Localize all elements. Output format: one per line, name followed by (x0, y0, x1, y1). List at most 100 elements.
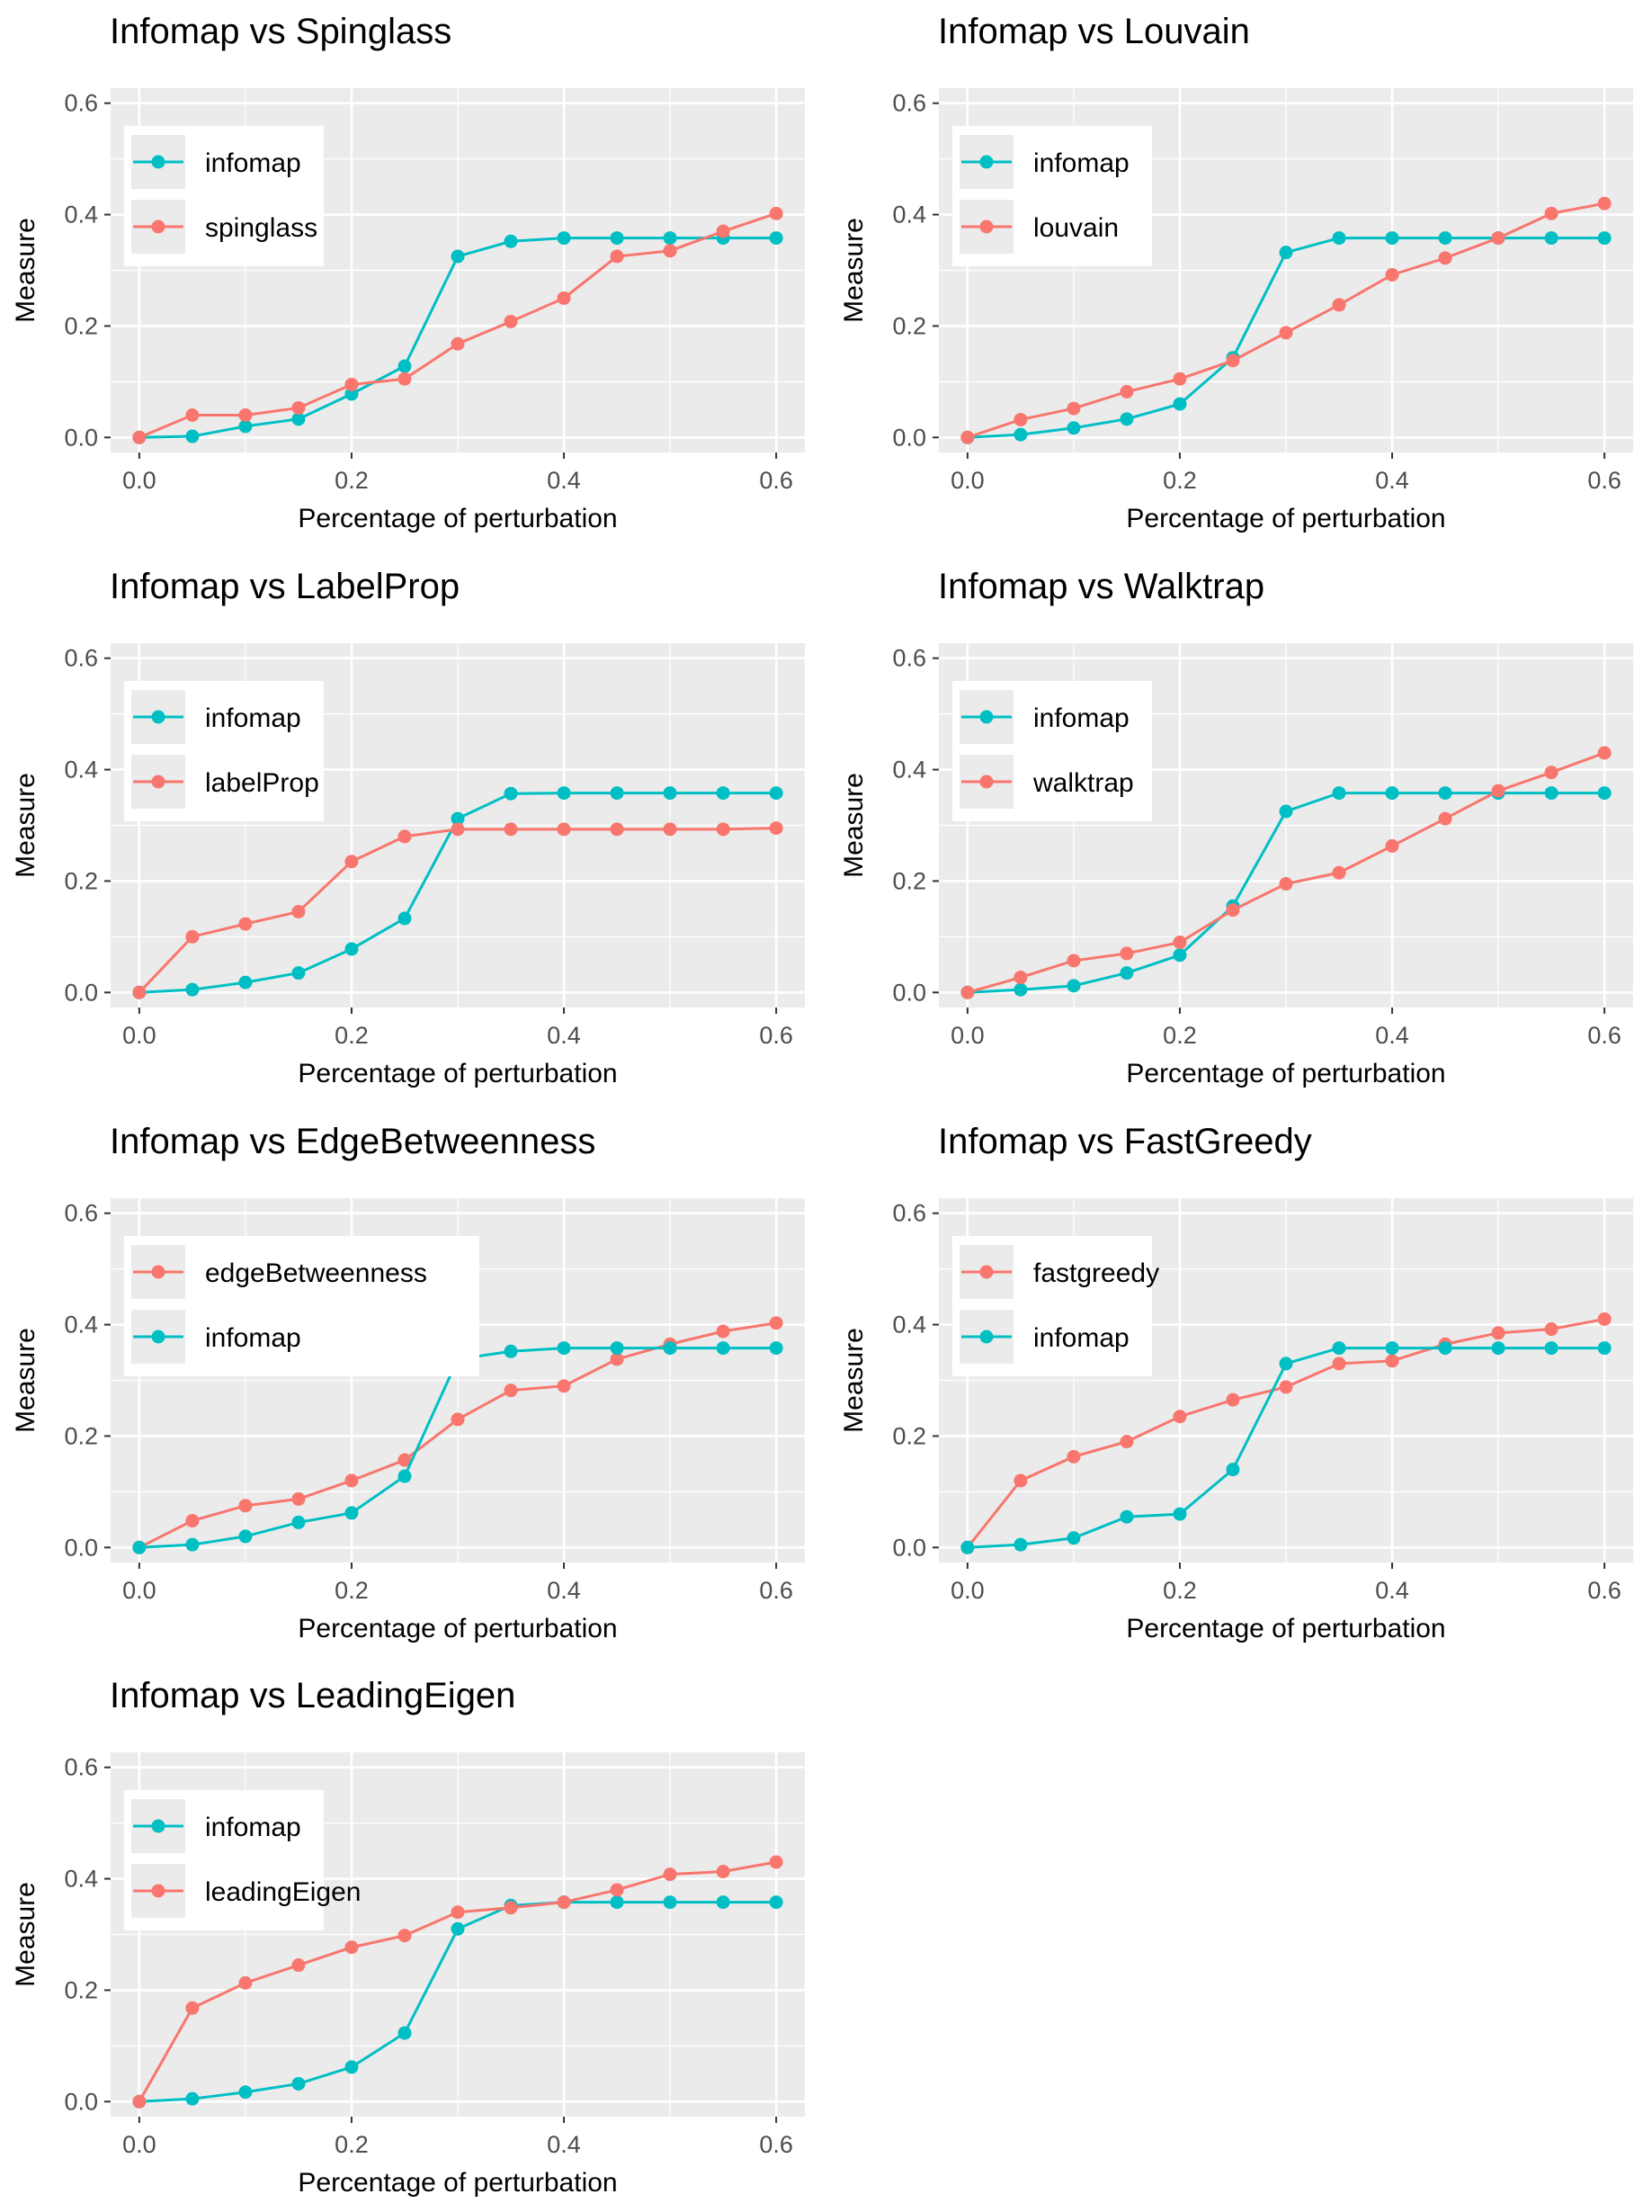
data-point-infomap (238, 419, 253, 434)
legend: fastgreedy infomap (952, 1236, 1159, 1376)
data-point-walktrap (1385, 838, 1399, 853)
legend-label: infomap (1033, 703, 1130, 733)
y-tick-label: 0.4 (892, 757, 926, 784)
x-tick-label: 0.0 (951, 1022, 985, 1049)
chart-title: Infomap vs Louvain (938, 12, 1250, 51)
y-axis-label: Measure (11, 218, 40, 323)
data-point-louvain (1226, 354, 1240, 368)
x-axis-label: Percentage of perturbation (298, 1614, 617, 1643)
chart-title: Infomap vs EdgeBetweenness (110, 1122, 595, 1161)
data-point-spinglass (132, 430, 147, 444)
x-axis-label: Percentage of perturbation (298, 2168, 617, 2198)
data-point-infomap (663, 231, 677, 246)
legend-label: louvain (1033, 213, 1119, 243)
data-point-walktrap (1438, 811, 1452, 826)
data-point-fastgreedy (1067, 1449, 1081, 1464)
data-point-edgeBetweenness (238, 1499, 253, 1513)
data-point-infomap (291, 966, 306, 981)
series-leadingEigen (132, 1855, 783, 2109)
y-tick-label: 0.6 (64, 90, 98, 117)
data-point-fastgreedy (1120, 1435, 1134, 1449)
data-point-infomap (504, 234, 518, 248)
x-tick-label: 0.6 (1587, 1022, 1621, 1049)
legend-label: spinglass (205, 213, 317, 243)
data-point-infomap (451, 249, 465, 264)
y-tick-label: 0.2 (892, 312, 926, 339)
y-tick-label: 0.2 (64, 312, 98, 339)
data-point-fastgreedy (1385, 1354, 1399, 1368)
data-point-infomap (557, 231, 571, 246)
data-point-infomap (238, 975, 253, 990)
x-tick-label: 0.6 (759, 467, 793, 494)
data-point-fastgreedy (1544, 1322, 1558, 1337)
data-point-leadingEigen (344, 1940, 359, 1955)
x-tick-label: 0.4 (1375, 1022, 1409, 1049)
legend-label: labelProp (205, 768, 319, 798)
y-tick-label: 0.0 (64, 1534, 98, 1561)
data-point-infomap (344, 2060, 359, 2074)
x-tick-label: 0.2 (1163, 1577, 1197, 1604)
data-point-labelProp (291, 904, 306, 918)
data-point-infomap (610, 1895, 624, 1910)
data-point-infomap (1279, 246, 1293, 260)
x-tick-label: 0.6 (759, 2131, 793, 2158)
data-point-infomap (1120, 412, 1134, 426)
data-point-infomap (1014, 1537, 1028, 1552)
data-point-louvain (1014, 412, 1028, 426)
legend-label: infomap (205, 1323, 301, 1353)
data-point-spinglass (291, 400, 306, 415)
chart-panel-1: Infomap vs Spinglass 0.0 0.2 0.4 0.6 0.0 0.2 0.… (11, 12, 805, 533)
data-point-leadingEigen (769, 1855, 783, 1869)
y-axis-label: Measure (839, 773, 869, 878)
data-point-edgeBetweenness (504, 1384, 518, 1398)
data-point-spinglass (769, 206, 783, 220)
data-point-leadingEigen (504, 1901, 518, 1915)
y-tick-label: 0.2 (892, 1422, 926, 1449)
data-point-infomap (1438, 786, 1452, 801)
data-point-leadingEigen (610, 1883, 624, 1897)
data-point-infomap (1544, 231, 1558, 246)
data-point-spinglass (185, 408, 200, 423)
data-point-spinglass (610, 249, 624, 264)
y-tick-label: 0.6 (64, 1754, 98, 1781)
data-point-fastgreedy (1279, 1380, 1293, 1394)
x-tick-label: 0.6 (759, 1022, 793, 1049)
data-point-infomap (1544, 786, 1558, 801)
data-point-edgeBetweenness (344, 1473, 359, 1488)
y-tick-label: 0.2 (64, 1976, 98, 2003)
data-point-louvain (1067, 401, 1081, 416)
data-point-infomap (716, 786, 730, 801)
data-point-fastgreedy (1173, 1410, 1187, 1424)
data-point-infomap (1173, 1507, 1187, 1521)
data-point-infomap (1014, 982, 1028, 997)
data-point-infomap (397, 911, 412, 926)
data-point-walktrap (1120, 946, 1134, 961)
data-point-leadingEigen (185, 2001, 200, 2015)
data-point-infomap (1279, 1357, 1293, 1371)
x-tick-label: 0.2 (335, 2131, 369, 2158)
data-point-labelProp (132, 985, 147, 999)
y-tick-label: 0.0 (892, 424, 926, 451)
data-point-labelProp (557, 822, 571, 837)
chart-title: Infomap vs Spinglass (110, 12, 451, 51)
data-point-fastgreedy (1597, 1312, 1612, 1326)
data-point-infomap (185, 2091, 200, 2106)
data-point-infomap (716, 1341, 730, 1356)
data-point-walktrap (960, 985, 975, 999)
y-tick-label: 0.0 (64, 424, 98, 451)
data-point-infomap (1279, 804, 1293, 819)
data-point-infomap (1226, 1463, 1240, 1477)
series-spinglass (132, 206, 783, 444)
data-point-fastgreedy (1014, 1473, 1028, 1488)
series-fastgreedy (960, 1312, 1612, 1554)
legend: infomap louvain (952, 126, 1152, 266)
legend-label: fastgreedy (1033, 1258, 1159, 1288)
data-point-spinglass (344, 377, 359, 391)
x-tick-label: 0.2 (335, 1577, 369, 1604)
x-tick-label: 0.0 (951, 467, 985, 494)
legend: infomap spinglass (124, 126, 324, 266)
data-point-infomap (1067, 1531, 1081, 1545)
data-point-infomap (557, 1341, 571, 1356)
data-point-infomap (557, 786, 571, 801)
data-point-infomap (291, 1515, 306, 1529)
